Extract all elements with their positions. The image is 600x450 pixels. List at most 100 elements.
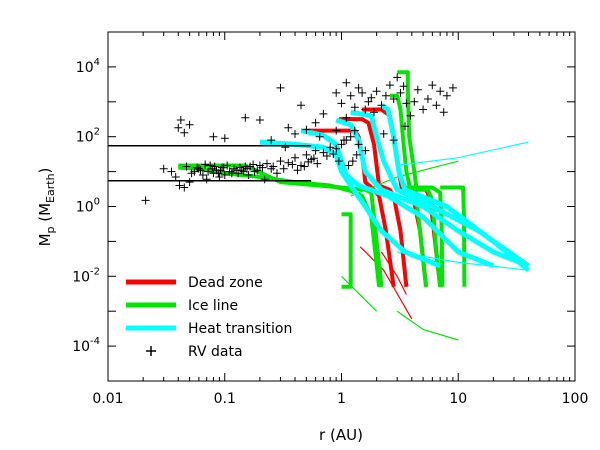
rv-data-point bbox=[313, 159, 322, 168]
rv-data-point bbox=[379, 129, 388, 138]
rv-data-point bbox=[381, 91, 390, 100]
rv-data-point bbox=[171, 173, 180, 181]
rv-data-point bbox=[334, 157, 343, 166]
rv-data-point bbox=[358, 88, 367, 97]
rv-data-point bbox=[180, 183, 189, 192]
legend: Dead zone Ice line Heat transition RV data bbox=[126, 275, 292, 360]
x-axis-label: r (AU) bbox=[319, 426, 363, 444]
rv-data-point bbox=[389, 95, 398, 103]
rv-data-point bbox=[291, 153, 299, 162]
rv-data-point bbox=[230, 164, 238, 173]
rv-data-point bbox=[370, 108, 378, 117]
rv-data-point bbox=[284, 158, 293, 167]
rv-data-point bbox=[215, 173, 224, 181]
rv-data-point bbox=[319, 109, 328, 118]
rv-data-point bbox=[315, 132, 324, 141]
rv-data-point bbox=[350, 103, 359, 112]
rv-data-point bbox=[393, 73, 402, 82]
rv-data-point bbox=[185, 178, 194, 187]
rv-data-point bbox=[255, 116, 264, 124]
rv-data-point bbox=[399, 82, 408, 91]
rv-data-point bbox=[332, 144, 341, 153]
rv-data-point bbox=[346, 91, 355, 100]
rv-data-point bbox=[220, 171, 229, 179]
legend-label-ice-line: Ice line bbox=[188, 298, 238, 314]
rv-data-point bbox=[300, 162, 309, 171]
rv-data-point bbox=[309, 154, 318, 163]
rv-data-point bbox=[432, 101, 441, 110]
rv-data-point bbox=[448, 83, 457, 92]
rv-data-point bbox=[354, 140, 363, 149]
rv-data-point bbox=[253, 166, 262, 175]
rv-data-point bbox=[419, 105, 428, 114]
y-tick-label: 10-4 bbox=[72, 336, 100, 355]
y-axis-label-unit-open: (M bbox=[36, 203, 54, 227]
ticks-layer: 0.01 0.1 1 10 100 10-4 10-2 100 102 104 bbox=[72, 31, 588, 407]
rv-data-point bbox=[241, 113, 250, 122]
rv-data-point bbox=[367, 93, 376, 102]
rv-data-point bbox=[267, 136, 276, 145]
rv-data-point bbox=[396, 88, 405, 97]
rv-data-point bbox=[385, 81, 394, 90]
y-axis-label-unit-sub: Earth bbox=[44, 173, 57, 203]
series-ice-line-track-3-1 bbox=[341, 275, 378, 312]
rv-data-point bbox=[176, 116, 185, 124]
rv-data-point bbox=[342, 113, 351, 122]
rv-data-point bbox=[206, 161, 215, 170]
rv-data-point bbox=[236, 163, 244, 172]
rv-data-point bbox=[174, 123, 183, 132]
legend-label-heat-transition: Heat transition bbox=[188, 321, 292, 337]
rv-data-point bbox=[337, 99, 346, 108]
rv-data-point bbox=[194, 164, 203, 173]
rv-data-point bbox=[167, 167, 176, 176]
rv-data-point bbox=[402, 99, 411, 108]
rv-data-point bbox=[159, 164, 168, 173]
rv-data-point bbox=[442, 91, 451, 100]
rv-data-point bbox=[348, 157, 357, 166]
rv-data-point bbox=[311, 146, 320, 155]
series-ice-line-track-2-2 bbox=[389, 93, 429, 288]
rv-data-point bbox=[332, 88, 341, 97]
rv-data-point bbox=[354, 83, 363, 92]
rv-data-point bbox=[410, 97, 419, 106]
series-heat-transition-track-5-1 bbox=[397, 251, 529, 271]
rv-data-point bbox=[344, 161, 353, 170]
rv-data-point bbox=[436, 87, 445, 96]
rv-data-point bbox=[361, 105, 370, 114]
rv-data-point bbox=[329, 150, 338, 158]
rv-data-point bbox=[182, 162, 191, 171]
x-tick-label: 0.1 bbox=[214, 391, 236, 407]
series-heat-transition-track-4-1 bbox=[300, 128, 495, 269]
series-dead-zone-track-1-1 bbox=[380, 251, 407, 295]
rv-data-point bbox=[372, 87, 381, 96]
y-tick-label: 100 bbox=[76, 197, 100, 216]
series-ice-line-track-2-6 bbox=[341, 212, 353, 289]
rv-data-point bbox=[185, 120, 194, 129]
series-heat-transition-track-4-2 bbox=[335, 117, 530, 269]
rv-data-point bbox=[377, 101, 386, 110]
rv-data-point bbox=[202, 175, 211, 184]
y-tick-label: 102 bbox=[76, 127, 100, 146]
legend-label-rv-data: RV data bbox=[188, 344, 243, 360]
rv-data-point bbox=[180, 128, 189, 137]
rv-data-point bbox=[319, 148, 328, 157]
rv-data-point bbox=[293, 166, 302, 175]
x-tick-label: 1 bbox=[337, 391, 346, 407]
series-ice-line-track-3-2 bbox=[396, 310, 459, 341]
rv-data-point bbox=[340, 136, 348, 145]
data-layer bbox=[108, 70, 531, 341]
rv-data-point bbox=[389, 136, 398, 145]
rv-data-point bbox=[227, 169, 236, 178]
y-axis-label-sub: p bbox=[44, 226, 57, 233]
rv-data-point bbox=[273, 169, 281, 178]
plot-area bbox=[108, 32, 575, 381]
y-tick-label: 10-2 bbox=[72, 266, 100, 285]
rv-data-point bbox=[220, 134, 229, 143]
rv-data-point bbox=[337, 140, 346, 149]
legend-label-dead-zone: Dead zone bbox=[188, 275, 263, 291]
x-tick-label: 10 bbox=[449, 391, 467, 407]
rv-data-point bbox=[244, 171, 253, 179]
rv-data-point bbox=[223, 161, 232, 170]
rv-data-point bbox=[209, 132, 218, 141]
